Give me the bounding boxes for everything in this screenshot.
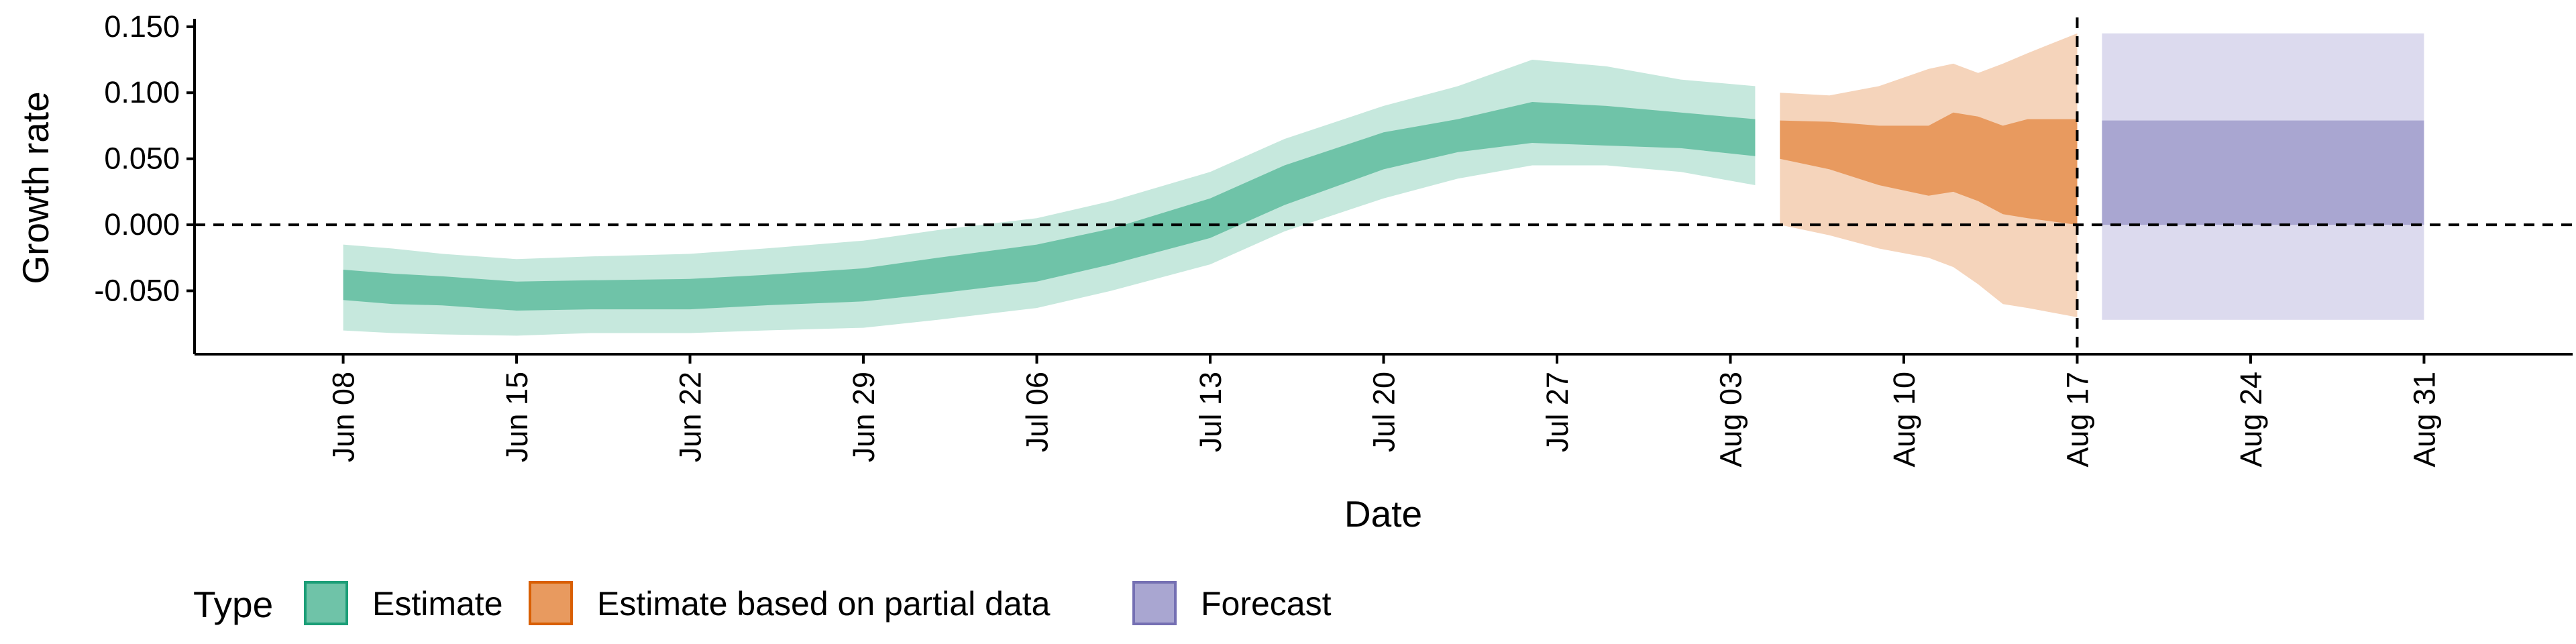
x-axis-title: Date xyxy=(1344,493,1422,535)
forecast-inner-band xyxy=(2102,120,2424,225)
legend-key-estimate xyxy=(304,581,348,625)
reference-lines xyxy=(195,17,2573,354)
x-tick-label: Aug 24 xyxy=(2234,372,2268,468)
x-tick-label: Jun 15 xyxy=(500,372,534,462)
y-tick-label: 0.150 xyxy=(104,9,180,44)
y-tick-label: 0.000 xyxy=(104,207,180,241)
legend-key-forecast xyxy=(1132,581,1177,625)
x-tick-label: Aug 17 xyxy=(2060,372,2094,468)
legend-key-estimate-based-on-partial-data xyxy=(529,581,573,625)
x-tick-label: Jun 08 xyxy=(327,372,361,462)
legend-label-forecast: Forecast xyxy=(1201,585,1332,623)
y-ticks: 0.150 0.100 0.050 0.000 -0.050 xyxy=(94,9,195,308)
legend-label-estimate-based-on-partial-data: Estimate based on partial data xyxy=(597,585,1051,623)
estimate-outer-band xyxy=(343,60,1756,336)
x-tick-label: Jul 13 xyxy=(1193,372,1228,452)
x-ticks: Jun 08 Jun 15 Jun 22 Jun 29 Jul 06 Jul 13 Jul … xyxy=(327,354,2441,468)
legend: Type Estimate Estimate based on partial d… xyxy=(193,581,1332,625)
x-tick-label: Aug 10 xyxy=(1887,372,1921,468)
legend-items: Estimate Estimate based on partial data Fo… xyxy=(304,581,1332,625)
x-tick-label: Jul 20 xyxy=(1367,372,1401,452)
x-tick-label: Jun 22 xyxy=(674,372,708,462)
x-tick-label: Jul 27 xyxy=(1540,372,1574,452)
ribbon-layer xyxy=(343,33,2424,336)
estimate-inner-band xyxy=(343,102,1756,311)
x-tick-label: Aug 03 xyxy=(1713,372,1748,468)
y-axis-title: Growth rate xyxy=(15,91,56,284)
legend-title: Type xyxy=(193,584,273,625)
y-tick-label: 0.100 xyxy=(104,75,180,109)
x-tick-label: Jul 06 xyxy=(1020,372,1055,452)
legend-label-estimate: Estimate xyxy=(372,585,503,623)
x-tick-label: Jun 29 xyxy=(847,372,881,462)
estimate-based-on-partial-data-inner-band xyxy=(1780,112,2078,225)
x-tick-label: Aug 31 xyxy=(2407,372,2441,468)
y-tick-label: -0.050 xyxy=(94,274,180,308)
y-tick-label: 0.050 xyxy=(104,142,180,176)
